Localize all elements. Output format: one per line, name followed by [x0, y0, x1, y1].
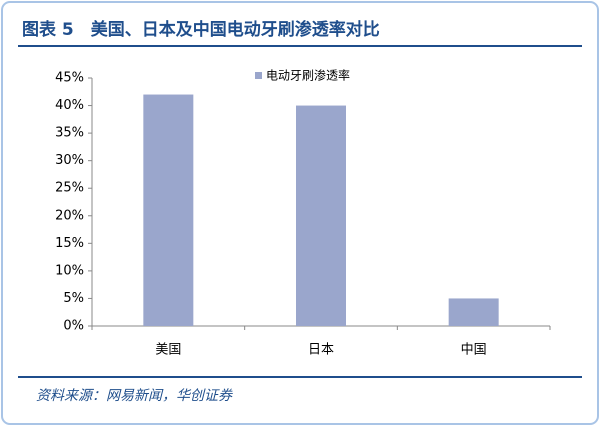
- x-tick-label: 日本: [308, 343, 334, 358]
- x-tick-label: 中国: [461, 343, 487, 358]
- y-tick-label: 5%: [63, 291, 84, 306]
- y-tick-label: 0%: [63, 319, 84, 334]
- y-tick-label: 20%: [55, 208, 84, 223]
- bar: [296, 105, 346, 326]
- bar: [143, 94, 194, 327]
- y-tick-label: 40%: [55, 98, 84, 113]
- chart-title: 图表 5 美国、日本及中国电动牙刷渗透率对比: [22, 19, 380, 40]
- y-tick-label: 25%: [55, 181, 84, 196]
- y-tick-label: 45%: [55, 71, 84, 86]
- x-tick-label: 美国: [155, 343, 181, 358]
- legend-swatch: [255, 72, 262, 79]
- y-tick-label: 15%: [55, 236, 84, 251]
- y-tick-label: 30%: [55, 153, 84, 168]
- source: 资料来源：网易新闻，华创证券: [36, 388, 233, 404]
- y-tick-label: 35%: [55, 126, 84, 141]
- bar: [448, 298, 499, 326]
- legend-label: 电动牙刷渗透率: [266, 68, 350, 83]
- y-tick-label: 10%: [55, 263, 84, 278]
